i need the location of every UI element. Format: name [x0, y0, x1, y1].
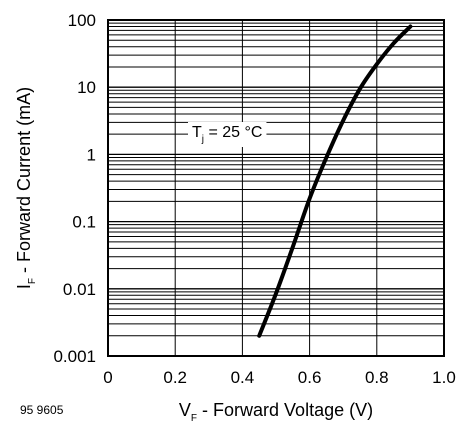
annotation-label: Tj = 25 °C	[192, 124, 262, 145]
x-tick-labels: 0 0.2 0.4 0.6 0.8 1.0	[103, 368, 456, 387]
x-tick-label: 0.6	[298, 368, 322, 387]
plot-frame	[107, 19, 445, 357]
y-axis-title: IF - Forward Current (mA)	[14, 87, 38, 289]
x-tick-label: 0.4	[231, 368, 255, 387]
x-tick-label: 1.0	[432, 368, 456, 387]
y-tick-label: 0.1	[72, 213, 96, 232]
y-tick-label: 100	[68, 11, 96, 30]
grid	[107, 20, 445, 357]
y-tick-label: 1	[87, 145, 96, 164]
forward-characteristic-curve	[257, 24, 413, 338]
y-tick-label: 0.001	[53, 347, 96, 366]
x-tick-label: 0.8	[365, 368, 389, 387]
y-tick-label: 10	[77, 78, 96, 97]
x-tick-label: 0	[103, 368, 112, 387]
x-axis-title: VF - Forward Voltage (V)	[179, 400, 373, 424]
y-tick-label: 0.01	[63, 280, 96, 299]
y-tick-labels: 0.001 0.01 0.1 1 10 100	[53, 11, 96, 366]
figure-number: 95 9605	[20, 403, 64, 417]
temperature-annotation: Tj = 25 °C	[188, 122, 267, 147]
x-tick-label: 0.2	[163, 368, 187, 387]
